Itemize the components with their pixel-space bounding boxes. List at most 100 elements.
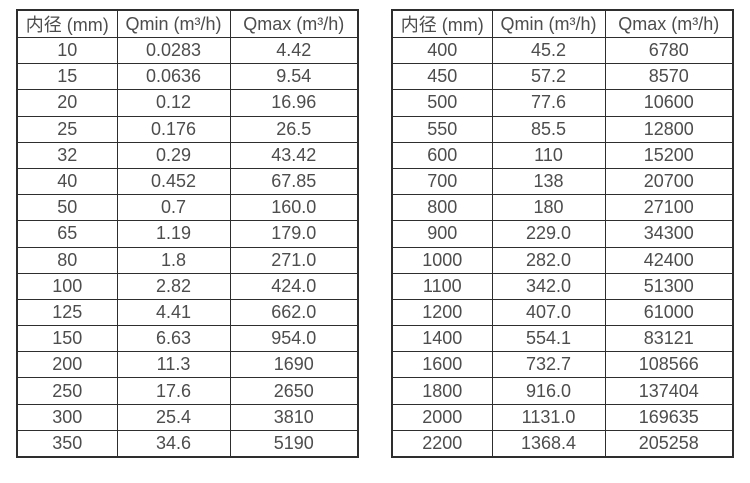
table-cell: 137404 [604, 377, 734, 405]
table-cell: 25 [16, 115, 118, 143]
column-header-diameter: 内径 (mm) [391, 9, 493, 38]
table-row: 800 180 27100 [391, 194, 734, 222]
table-cell: 150 [16, 325, 118, 353]
table-cell: 916.0 [491, 377, 606, 405]
table-cell: 0.0636 [116, 63, 231, 91]
table-cell: 180 [491, 194, 606, 222]
table-cell: 15 [16, 63, 118, 91]
table-cell: 1368.4 [491, 429, 606, 458]
table-cell: 400 [391, 36, 493, 65]
table-row: 1600 732.7 108566 [391, 351, 734, 379]
table-cell: 20 [16, 89, 118, 117]
table-cell: 954.0 [229, 325, 359, 353]
table-row: 10 0.0283 4.42 [16, 36, 359, 65]
table-cell: 42400 [604, 246, 734, 274]
table-cell: 51300 [604, 272, 734, 300]
table-row: 1200 407.0 61000 [391, 298, 734, 327]
table-cell: 100 [16, 272, 118, 300]
table-cell: 10600 [604, 89, 734, 117]
table-row: 250 17.6 2650 [16, 377, 359, 405]
table-row: 80 1.8 271.0 [16, 246, 359, 274]
table-cell: 271.0 [229, 246, 359, 274]
table-row: 2200 1368.4 205258 [391, 429, 734, 458]
table-cell: 350 [16, 429, 118, 458]
table-cell: 8570 [604, 63, 734, 91]
table-row: 700 138 20700 [391, 167, 734, 196]
table-cell: 85.5 [491, 115, 606, 143]
table-cell: 160.0 [229, 194, 359, 222]
table-body: 10 0.0283 4.42 15 0.0636 9.54 20 0.12 16.96 25 0.1… [16, 36, 359, 458]
table-cell: 83121 [604, 325, 734, 353]
table-cell: 2.82 [116, 272, 231, 300]
table-header: 内径 (mm) Qmin (m³/h) Qmax (m³/h) [391, 9, 734, 38]
table-cell: 450 [391, 63, 493, 91]
table-cell: 1800 [391, 377, 493, 405]
table-cell: 250 [16, 377, 118, 405]
table-cell: 1.8 [116, 246, 231, 274]
table-cell: 34300 [604, 220, 734, 248]
table-row: 2000 1131.0 169635 [391, 403, 734, 431]
table-cell: 424.0 [229, 272, 359, 300]
table-cell: 77.6 [491, 89, 606, 117]
table-cell: 20700 [604, 167, 734, 196]
table-cell: 1.19 [116, 220, 231, 248]
table-cell: 282.0 [491, 246, 606, 274]
table-row: 400 45.2 6780 [391, 36, 734, 65]
flow-spec-table-left: 内径 (mm) Qmin (m³/h) Qmax (m³/h) 10 0.0283… [16, 9, 359, 458]
table-header: 内径 (mm) Qmin (m³/h) Qmax (m³/h) [16, 9, 359, 38]
table-row: 20 0.12 16.96 [16, 89, 359, 117]
table-row: 1800 916.0 137404 [391, 377, 734, 405]
table-cell: 57.2 [491, 63, 606, 91]
table-cell: 0.452 [116, 167, 231, 196]
column-header-qmin: Qmin (m³/h) [116, 9, 231, 38]
table-row: 1000 282.0 42400 [391, 246, 734, 274]
column-header-diameter: 内径 (mm) [16, 9, 118, 38]
table-cell: 6.63 [116, 325, 231, 353]
table-row: 15 0.0636 9.54 [16, 63, 359, 91]
table-row: 300 25.4 3810 [16, 403, 359, 431]
table-cell: 554.1 [491, 325, 606, 353]
table-cell: 550 [391, 115, 493, 143]
header-row: 内径 (mm) Qmin (m³/h) Qmax (m³/h) [16, 9, 359, 38]
table-row: 32 0.29 43.42 [16, 141, 359, 169]
table-cell: 200 [16, 351, 118, 379]
table-cell: 32 [16, 141, 118, 169]
table-cell: 407.0 [491, 298, 606, 327]
table-cell: 169635 [604, 403, 734, 431]
table-cell: 1200 [391, 298, 493, 327]
column-header-qmin: Qmin (m³/h) [491, 9, 606, 38]
table-cell: 300 [16, 403, 118, 431]
table-cell: 25.4 [116, 403, 231, 431]
table-cell: 1131.0 [491, 403, 606, 431]
table-row: 500 77.6 10600 [391, 89, 734, 117]
table-cell: 0.176 [116, 115, 231, 143]
table-cell: 65 [16, 220, 118, 248]
table-cell: 15200 [604, 141, 734, 169]
table-cell: 80 [16, 246, 118, 274]
table-cell: 1100 [391, 272, 493, 300]
table-cell: 27100 [604, 194, 734, 222]
table-cell: 732.7 [491, 351, 606, 379]
table-cell: 2200 [391, 429, 493, 458]
table-cell: 40 [16, 167, 118, 196]
table-row: 65 1.19 179.0 [16, 220, 359, 248]
table-cell: 4.42 [229, 36, 359, 65]
table-cell: 2650 [229, 377, 359, 405]
table-row: 200 11.3 1690 [16, 351, 359, 379]
table-cell: 500 [391, 89, 493, 117]
table-cell: 50 [16, 194, 118, 222]
table-cell: 1600 [391, 351, 493, 379]
table-row: 450 57.2 8570 [391, 63, 734, 91]
table-cell: 10 [16, 36, 118, 65]
table-cell: 4.41 [116, 298, 231, 327]
table-cell: 179.0 [229, 220, 359, 248]
table-row: 600 110 15200 [391, 141, 734, 169]
table-cell: 61000 [604, 298, 734, 327]
table-row: 1400 554.1 83121 [391, 325, 734, 353]
table-cell: 43.42 [229, 141, 359, 169]
table-row: 550 85.5 12800 [391, 115, 734, 143]
table-cell: 16.96 [229, 89, 359, 117]
table-cell: 1000 [391, 246, 493, 274]
table-cell: 229.0 [491, 220, 606, 248]
table-row: 40 0.452 67.85 [16, 167, 359, 196]
